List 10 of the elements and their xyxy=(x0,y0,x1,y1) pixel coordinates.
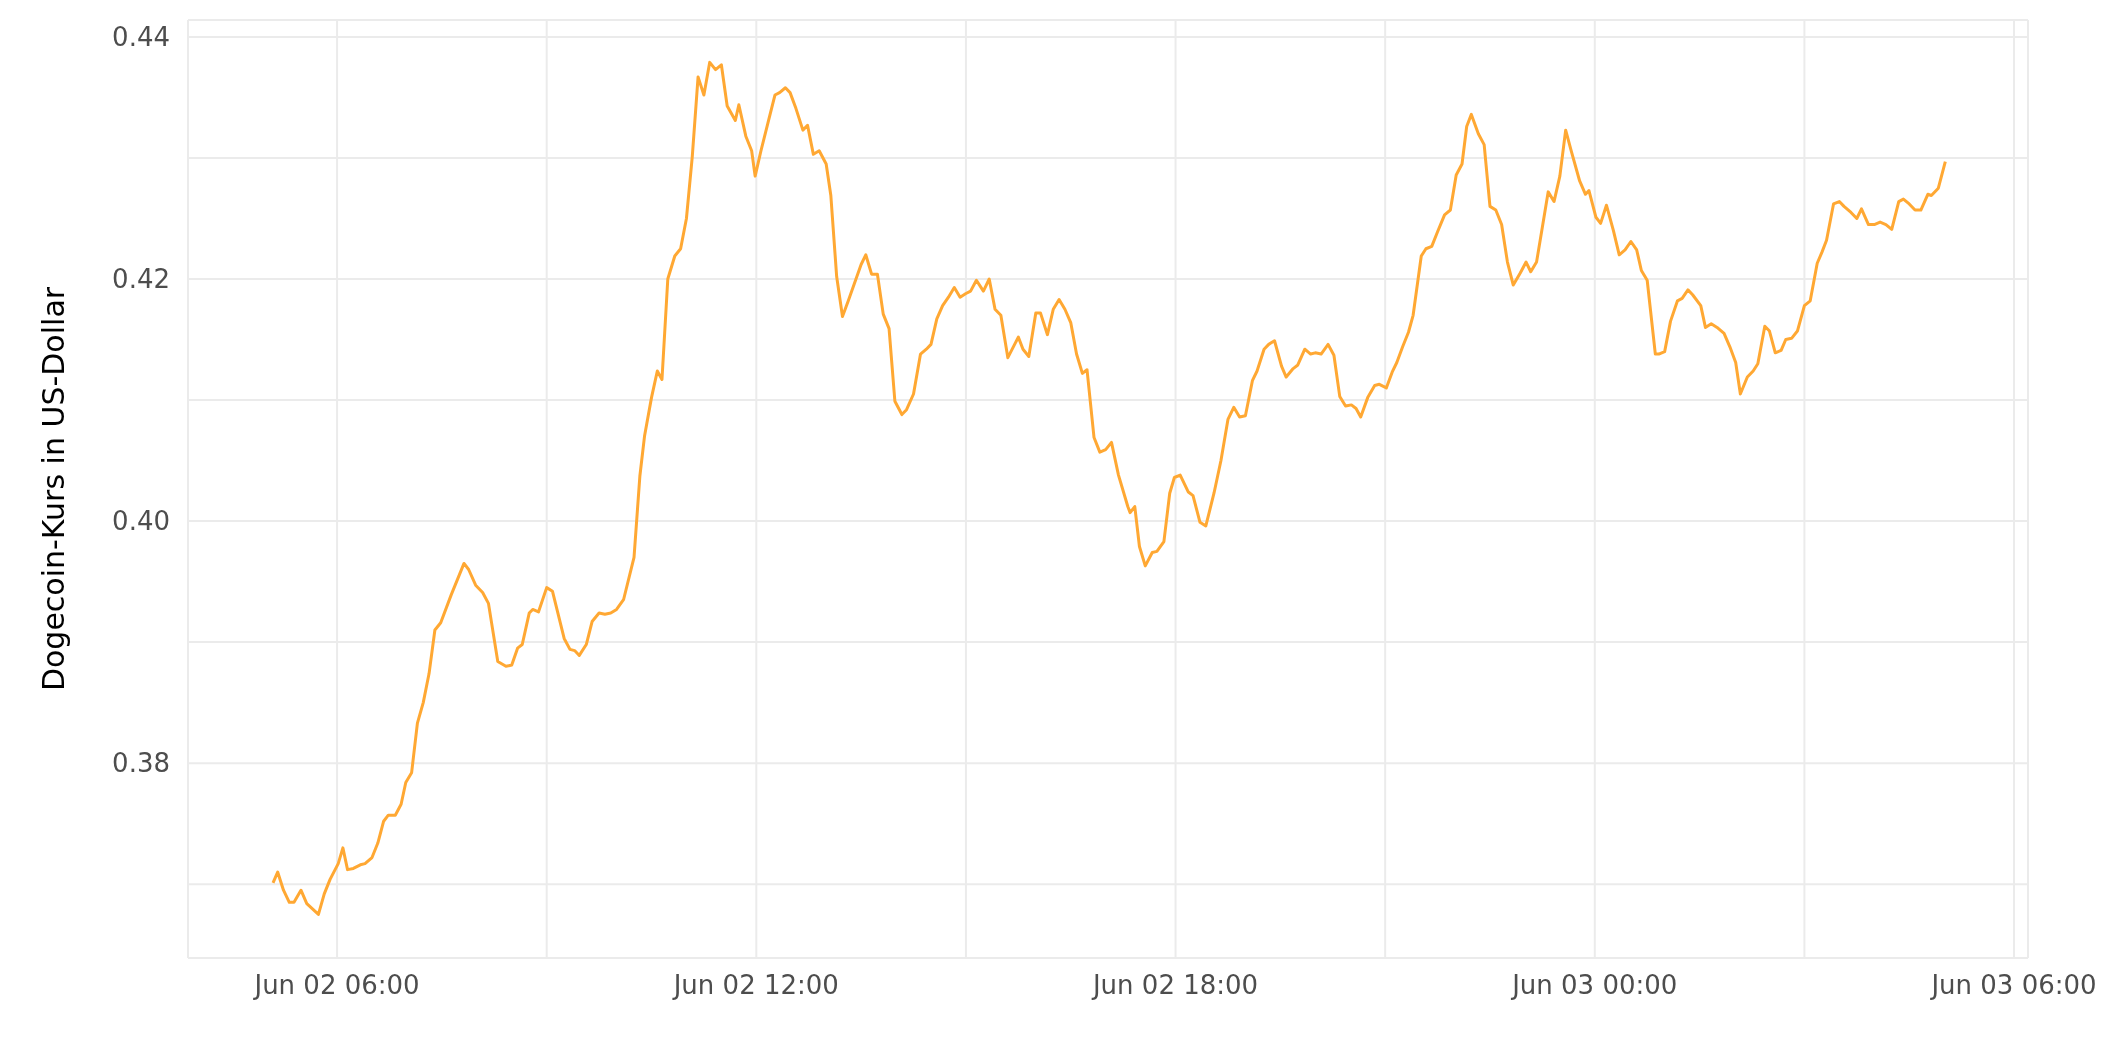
y-tick-label: 0.40 xyxy=(112,506,170,537)
x-tick-label: Jun 02 18:00 xyxy=(1090,970,1259,1001)
y-tick-label: 0.44 xyxy=(112,22,170,53)
x-tick-label: Jun 03 06:00 xyxy=(1929,970,2097,1001)
x-tick-label: Jun 02 12:00 xyxy=(671,970,839,1001)
y-tick-label: 0.42 xyxy=(112,264,170,295)
y-axis-title: Dogecoin-Kurs in US-Dollar xyxy=(35,286,71,692)
x-tick-label: Jun 03 00:00 xyxy=(1510,970,1678,1001)
y-tick-label: 0.38 xyxy=(112,748,170,779)
x-tick-label: Jun 02 06:00 xyxy=(252,970,420,1001)
